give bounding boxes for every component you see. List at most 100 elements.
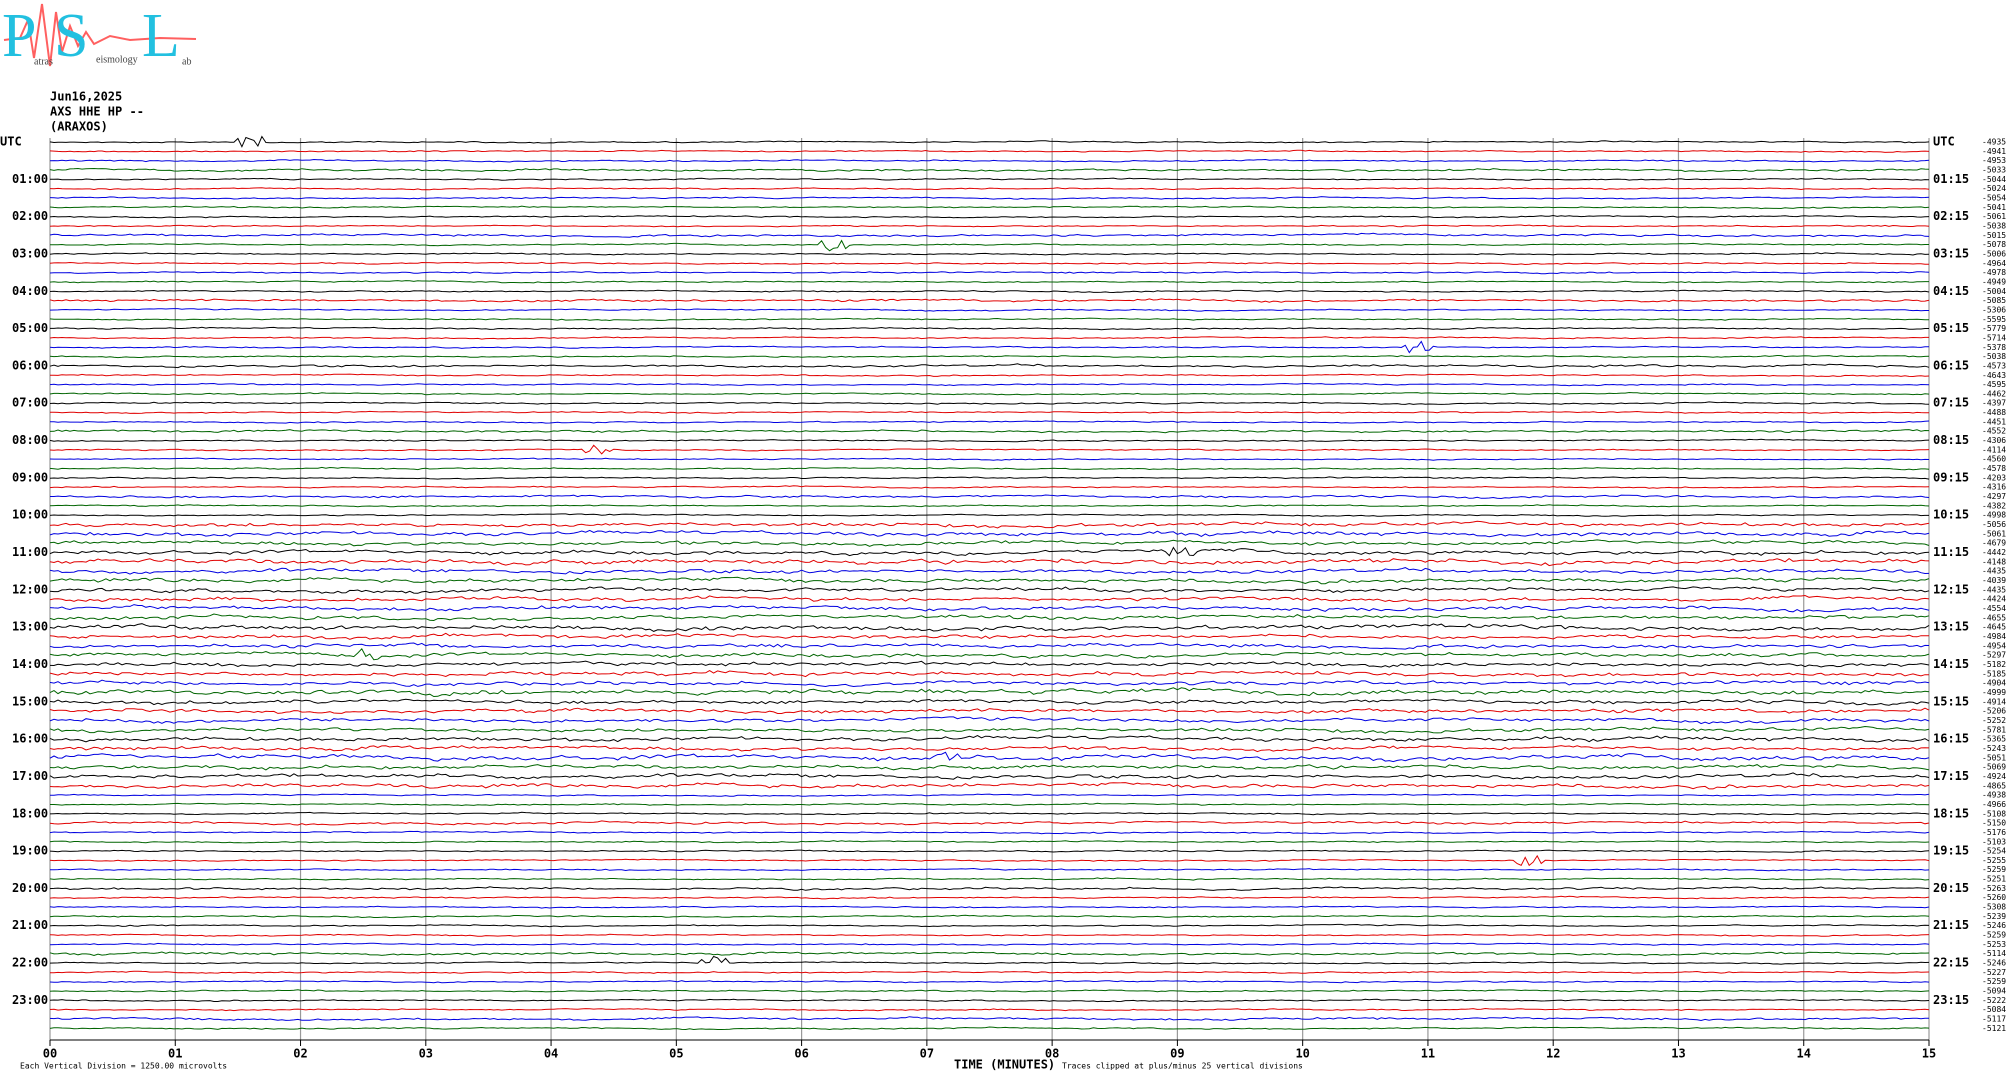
trace [49,373,1930,378]
hour-label: 17:00 [12,769,48,783]
trace-offset: -5308 [1982,903,2006,912]
trace-offset: -4964 [1982,259,2006,268]
trace [49,354,1930,359]
hour-label: 10:00 [12,508,48,522]
trace-offset: -5006 [1982,249,2006,258]
trace [49,196,1930,200]
trace-offset: -4573 [1982,361,2006,370]
hour-label: 09:15 [1933,470,1969,484]
trace [49,382,1930,387]
trace [49,594,1930,603]
x-tick-label: 02 [293,1047,307,1061]
trace [49,849,1930,853]
trace [49,476,1930,480]
trace-offset: -5185 [1982,669,2006,678]
trace-offset: -4203 [1982,473,2006,482]
trace [49,980,1930,984]
trace [49,410,1930,414]
trace [49,854,1930,867]
trace [49,363,1930,369]
trace-offset: -5108 [1982,809,2006,818]
trace [49,951,1930,957]
trace-offset: -5038 [1982,352,2006,361]
trace-offset: -5259 [1982,931,2006,940]
trace-offset: -5714 [1982,333,2006,342]
hour-label: 23:00 [12,993,48,1007]
trace-offset: -5054 [1982,193,2006,202]
trace-offset: -5150 [1982,819,2006,828]
trace [49,1016,1929,1022]
trace [49,586,1930,594]
hour-label: 15:00 [12,694,48,708]
trace-offset: -5061 [1982,212,2006,221]
trace-offset: -5259 [1982,977,2006,986]
trace [49,205,1930,210]
hour-label: 23:15 [1933,993,1969,1007]
trace [49,764,1930,771]
trace [50,326,1929,331]
trace-offset: -4435 [1982,567,2006,576]
x-tick-label: 11 [1421,1047,1435,1061]
hour-label: 06:15 [1933,358,1969,372]
trace-offset: -4941 [1982,147,2006,156]
hour-label: 20:00 [12,881,48,895]
trace-offset: -5182 [1982,660,2006,669]
trace-offset: -4488 [1982,408,2006,417]
trace-offset: -5222 [1982,996,2006,1005]
footer-note: Traces clipped at plus/minus 25 vertical… [1062,1062,1303,1071]
trace-offset: -4953 [1982,156,2006,165]
x-tick-label: 07 [920,1047,934,1061]
trace [49,989,1930,993]
trace [49,280,1929,284]
hour-label: 04:15 [1933,284,1969,298]
hour-label: 11:15 [1933,545,1969,559]
trace-offset: -4865 [1982,781,2006,790]
trace [49,933,1930,937]
trace [49,232,1930,238]
trace [49,751,1930,763]
trace [49,998,1930,1003]
trace [49,877,1930,881]
trace [49,1026,1930,1031]
trace-offset: -5378 [1982,343,2006,352]
trace [49,546,1930,557]
hour-label: 17:15 [1933,769,1969,783]
hour-label: 18:00 [12,806,48,820]
trace-offset: -5103 [1982,837,2006,846]
hour-label: 20:15 [1933,881,1969,895]
hour-label: 07:00 [12,396,48,410]
trace [49,457,1930,461]
trace-offset: -4451 [1982,417,2006,426]
hour-label: UTC [1933,135,1955,149]
trace [49,308,1929,312]
hour-label: 04:00 [12,284,48,298]
trace-offset: -4935 [1982,138,2006,147]
trace [49,735,1930,743]
hour-label: 14:15 [1933,657,1969,671]
trace [49,135,1930,148]
trace [49,725,1930,734]
hour-label: 21:00 [12,918,48,932]
trace [49,613,1930,622]
trace-offset: -5117 [1982,1015,2006,1024]
trace-offset: -4954 [1982,641,2006,650]
trace [50,970,1930,974]
trace [49,539,1930,547]
trace [49,698,1930,706]
trace [49,632,1929,640]
x-tick-label: 09 [1170,1047,1184,1061]
trace-offset: -5243 [1982,744,2006,753]
trace-offset: -5044 [1982,175,2006,184]
hour-label: UTC [0,135,22,149]
trace [49,687,1930,698]
trace-offset: -5078 [1982,240,2006,249]
trace [49,923,1930,928]
trace [49,811,1930,816]
trace [49,336,1929,340]
trace [49,340,1930,354]
trace [49,224,1930,228]
trace [49,391,1930,396]
trace-offset: -4938 [1982,791,2006,800]
trace [49,466,1930,471]
